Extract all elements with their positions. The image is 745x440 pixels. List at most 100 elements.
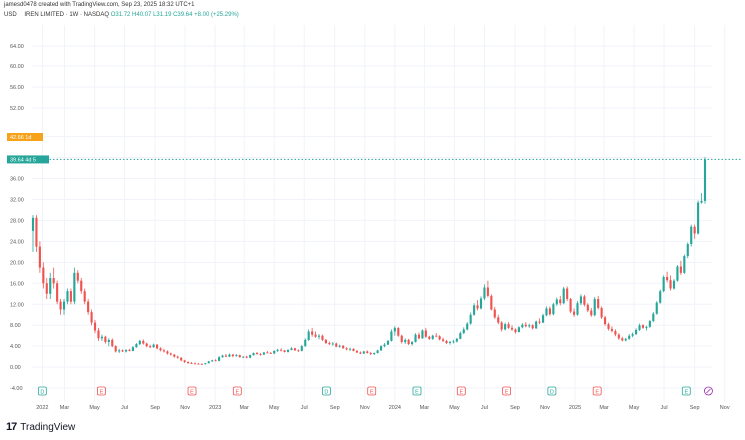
- candle-body: [379, 346, 383, 351]
- candle-body: [111, 339, 114, 347]
- candle-body: [49, 278, 52, 294]
- candle: [69, 288, 72, 305]
- candle: [204, 362, 207, 365]
- dividend-icon: D: [37, 386, 47, 396]
- candle: [431, 334, 434, 340]
- candle: [352, 348, 355, 352]
- candle-body: [376, 350, 379, 353]
- candle-body: [586, 304, 589, 311]
- candle: [107, 338, 110, 347]
- candle: [628, 334, 631, 340]
- candle: [669, 275, 672, 291]
- marker-letter: E: [235, 389, 239, 395]
- candle-body: [180, 357, 183, 361]
- y-tick-label: -4.00: [10, 386, 23, 392]
- candle-body: [435, 335, 438, 337]
- candle: [218, 356, 221, 362]
- candle-body: [697, 202, 700, 234]
- candle-body: [128, 349, 131, 351]
- symbol-legend: USD IREN LIMITED · 1W · NASDAQ O31.72 H4…: [4, 12, 239, 18]
- candle-body: [669, 280, 672, 289]
- candle: [462, 327, 465, 335]
- candle: [676, 264, 679, 282]
- candle: [635, 328, 638, 336]
- price-badges: 42.66 1d 39.64 4d 5: [7, 133, 49, 164]
- candle-body: [514, 329, 517, 333]
- marker-box: [502, 386, 512, 396]
- candle: [35, 215, 38, 252]
- candle-body: [200, 363, 203, 365]
- price-badge-green: 39.64 4d 5: [7, 155, 49, 164]
- candle: [659, 289, 662, 304]
- x-tick-label: Sep: [150, 405, 160, 411]
- candle-body: [266, 352, 269, 354]
- earnings-icon: E: [456, 386, 466, 396]
- candle: [149, 344, 152, 349]
- candle: [242, 356, 245, 359]
- candle-body: [242, 356, 245, 358]
- candle-body: [314, 334, 317, 337]
- candle-body: [245, 356, 248, 358]
- candle: [641, 324, 645, 329]
- candle-body: [597, 299, 600, 308]
- candle: [666, 271, 669, 283]
- candle: [128, 348, 131, 352]
- candle: [686, 242, 689, 259]
- candle-body: [407, 339, 410, 345]
- candle: [583, 294, 586, 307]
- candle: [366, 350, 369, 354]
- candle: [180, 357, 183, 362]
- candle: [376, 349, 379, 354]
- candle: [521, 323, 524, 329]
- x-tick-label: Mar: [239, 405, 249, 411]
- chart-grid: [32, 25, 742, 402]
- candle-body: [104, 336, 107, 342]
- candle: [266, 350, 269, 354]
- candle-body: [459, 333, 462, 339]
- candle: [259, 352, 262, 356]
- candle: [417, 332, 421, 340]
- candle: [338, 344, 341, 348]
- badge-label: 42.66 1d: [10, 135, 31, 141]
- y-tick-label: 4.00: [10, 344, 21, 350]
- y-tick-label: 32.00: [10, 197, 24, 203]
- tradingview-brand: TradingView: [20, 421, 76, 433]
- candle-body: [524, 324, 527, 327]
- candle: [269, 351, 272, 355]
- candle-body: [531, 325, 534, 329]
- x-tick-label: Sep: [330, 405, 340, 411]
- candle-body: [628, 335, 631, 339]
- time-axis: 2022 Mar May Jul Sep Nov 2023 Mar May Jul Sep Nov 20…: [36, 405, 730, 411]
- candle-body: [469, 314, 472, 324]
- candle-body: [386, 340, 390, 345]
- candle-body: [655, 302, 658, 314]
- candle-body: [686, 244, 689, 257]
- candle-body: [221, 355, 224, 358]
- candle-body: [548, 308, 551, 315]
- x-tick-label: Nov: [720, 405, 730, 411]
- x-tick-label: Jul: [661, 405, 668, 411]
- y-tick-label: 36.00: [10, 177, 24, 183]
- candle: [552, 302, 555, 316]
- candle: [317, 334, 321, 340]
- candle-body: [187, 361, 190, 363]
- candle-body: [300, 346, 303, 351]
- candle: [348, 347, 352, 351]
- candle-body: [173, 354, 176, 357]
- candle: [273, 350, 276, 355]
- candle-body: [348, 348, 352, 350]
- candle-body: [114, 346, 117, 352]
- marker-letter: E: [505, 389, 509, 395]
- candle-body: [397, 327, 400, 336]
- candle-body: [559, 299, 562, 304]
- candle: [142, 339, 145, 345]
- x-tick-label: 2025: [569, 405, 581, 411]
- candle: [693, 224, 696, 239]
- candle-body: [555, 299, 558, 305]
- candle-body: [121, 350, 124, 352]
- candle-body: [641, 325, 645, 328]
- candle-body: [259, 354, 262, 355]
- candle: [421, 329, 424, 339]
- marker-letter: E: [459, 389, 463, 395]
